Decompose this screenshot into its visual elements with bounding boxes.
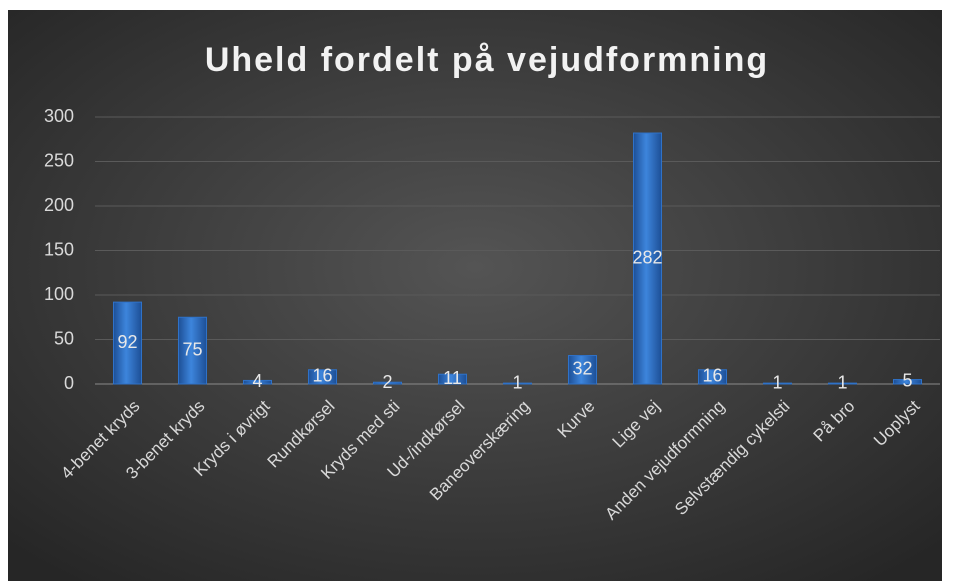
y-tick-label: 250 (44, 150, 74, 170)
data-label: 4 (252, 371, 262, 391)
bar (373, 381, 402, 385)
data-label: 92 (117, 332, 137, 352)
bar (113, 301, 142, 385)
y-tick-label: 100 (44, 284, 74, 304)
data-label: 16 (702, 366, 722, 386)
y-tick-label: 0 (64, 373, 74, 393)
bar (243, 379, 272, 385)
y-tick-label: 200 (44, 195, 74, 215)
bar (308, 369, 337, 385)
bar (633, 132, 662, 385)
bar (178, 316, 207, 385)
bar (438, 373, 467, 385)
data-label: 1 (772, 372, 782, 392)
y-tick-label: 50 (54, 328, 74, 348)
data-label: 32 (572, 359, 592, 379)
bar (568, 355, 597, 385)
bar (763, 382, 792, 385)
bar (698, 369, 727, 385)
data-label: 11 (443, 368, 462, 388)
data-label: 16 (312, 366, 332, 386)
bar (893, 379, 922, 385)
chart-title: Uheld fordelt på vejudformning (205, 41, 769, 79)
bar (503, 382, 532, 385)
data-label: 1 (837, 372, 847, 392)
data-label: 1 (512, 372, 522, 392)
data-label: 75 (182, 339, 202, 359)
data-label: 5 (902, 371, 912, 391)
y-tick-label: 150 (44, 239, 74, 259)
data-label: 2 (382, 372, 392, 392)
y-tick-label: 300 (44, 106, 74, 126)
data-label: 282 (632, 247, 662, 267)
bar (828, 382, 857, 385)
